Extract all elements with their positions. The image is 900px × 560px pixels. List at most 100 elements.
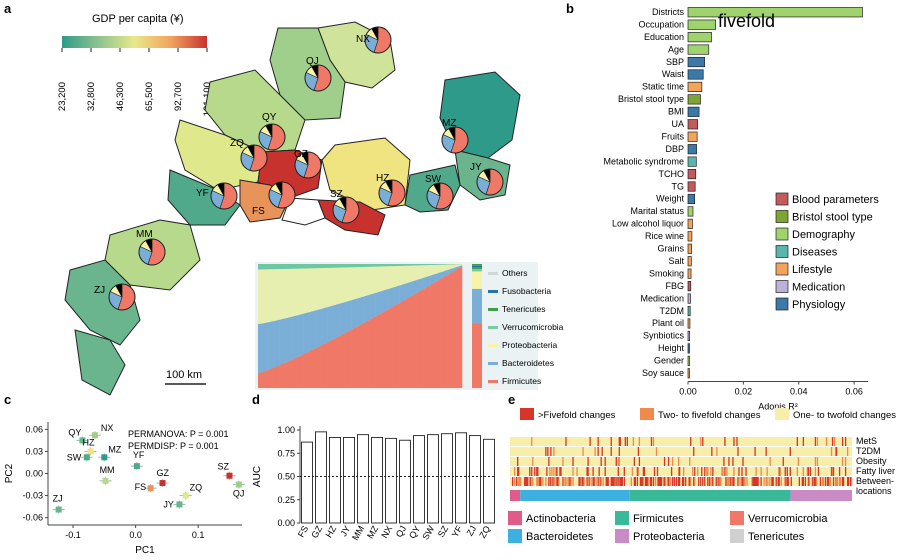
heatmap-cell xyxy=(670,467,673,476)
inset-bar-segment xyxy=(288,264,290,269)
inset-bar-segment xyxy=(262,371,265,388)
inset-bar-segment xyxy=(441,278,444,388)
heatmap-cell xyxy=(710,467,712,476)
inset-bar-segment xyxy=(364,295,367,323)
inset-bar-segment xyxy=(280,319,283,365)
inset-bar-segment xyxy=(349,264,351,268)
heatmap-cell xyxy=(669,477,672,486)
legend-swatch xyxy=(775,192,789,206)
heatmap-cell xyxy=(551,467,553,476)
point-label: ZQ xyxy=(190,483,203,493)
inset-bar-segment xyxy=(403,300,405,388)
inset-bar-segment xyxy=(398,264,400,266)
inset-bar-segment xyxy=(354,299,356,328)
inset-bar-segment xyxy=(451,268,453,273)
inset-bar-segment xyxy=(285,268,288,319)
inset-bar-segment xyxy=(272,264,274,270)
inset-bar-segment xyxy=(282,264,284,269)
heatmap-cell xyxy=(712,467,714,476)
inset-bar-segment xyxy=(418,279,421,292)
heatmap-cell xyxy=(578,477,580,486)
heatmap-cell xyxy=(849,477,852,486)
inset-bar-segment xyxy=(284,362,286,388)
heatmap-cell xyxy=(765,447,767,456)
inset-bar-segment xyxy=(310,264,313,269)
inset-bar-segment xyxy=(446,264,448,271)
inset-bar-segment xyxy=(296,357,298,388)
inset-bar-segment xyxy=(289,268,291,318)
heatmap-cell xyxy=(562,457,564,466)
point-label: ZJ xyxy=(53,494,63,504)
inset-bar-segment xyxy=(284,264,286,269)
phylum-legend-swatch xyxy=(508,511,522,525)
heatmap-cell xyxy=(582,477,584,486)
heatmap-cell xyxy=(604,467,606,476)
pie-outline xyxy=(258,123,286,151)
inset-bar-segment xyxy=(267,369,270,388)
heatmap-cell xyxy=(757,477,759,486)
inset-bar-segment xyxy=(316,347,319,388)
inset-bar-segment xyxy=(314,348,316,388)
inset-bar-segment xyxy=(387,288,390,310)
inset-stacked-composition xyxy=(258,264,482,388)
inset-bar-segment xyxy=(291,316,294,360)
heatmap-cell xyxy=(597,437,599,446)
inset-bar-segment xyxy=(360,264,362,268)
inset-bar-segment xyxy=(445,275,447,388)
inset-bar-segment xyxy=(284,318,286,363)
bar-category-label: NX xyxy=(379,524,394,540)
inset-bar-segment xyxy=(346,264,349,268)
inset-bar-segment xyxy=(333,267,336,306)
inset-bar-segment xyxy=(386,266,388,290)
inset-bar-segment xyxy=(336,337,338,388)
heatmap-cell xyxy=(700,437,702,446)
inset-bar-segment xyxy=(259,269,261,324)
inset-bar-segment xyxy=(388,264,391,267)
inset-bar-segment xyxy=(397,285,399,304)
y-tick-label: 0.75 xyxy=(277,448,295,458)
adonis-bar xyxy=(687,181,696,192)
inset-bar-segment xyxy=(258,373,260,388)
inset-bar-segment xyxy=(375,292,378,317)
inset-bar-segment xyxy=(430,265,433,276)
inset-bar-segment xyxy=(421,265,423,279)
y-axis-title: AUC xyxy=(252,466,263,487)
heatmap-cell xyxy=(807,477,810,486)
adonis-bar xyxy=(687,218,693,229)
inset-bar-segment xyxy=(286,317,289,362)
inset-bar-segment xyxy=(339,303,342,336)
heatmap-cell xyxy=(645,477,648,486)
inset-bar-segment xyxy=(272,269,274,322)
inset-bar-segment xyxy=(433,264,435,275)
heatmap-cell xyxy=(763,477,765,486)
inset-bar-segment xyxy=(320,308,322,346)
heatmap-cell xyxy=(841,477,844,486)
inset-bar-segment xyxy=(285,318,288,363)
inset-bar-segment xyxy=(292,359,295,388)
inset-bar-segment xyxy=(290,360,292,388)
inset-bar-segment xyxy=(446,264,448,265)
point-label: QY xyxy=(68,427,81,437)
inset-bar-segment xyxy=(294,264,296,269)
heatmap-cell xyxy=(690,477,692,486)
bar-category-label: Weight xyxy=(656,194,684,204)
bar-category-label: HZ xyxy=(324,524,339,540)
inset-bar-segment xyxy=(426,264,428,266)
inset-bar-segment xyxy=(396,266,398,287)
inset-bar-segment xyxy=(372,266,374,294)
inset-bar-segment xyxy=(384,290,386,312)
heatmap-cell xyxy=(572,457,574,466)
bar-category-label: SW xyxy=(420,524,436,542)
inset-bar-segment xyxy=(297,315,300,357)
phylum-legend-label: Proteobacteria xyxy=(633,531,705,543)
inset-bar-segment xyxy=(330,264,332,268)
inset-bar-segment xyxy=(373,317,375,388)
inset-bar-segment xyxy=(260,264,262,270)
inset-bar-segment xyxy=(314,264,316,269)
inset-bar-segment xyxy=(308,312,310,352)
heatmap-cell xyxy=(520,477,522,486)
inset-bar-segment xyxy=(319,346,321,388)
city-label: MZ xyxy=(442,118,456,129)
inset-bar-segment xyxy=(441,264,444,265)
inset-bar-segment xyxy=(440,278,442,388)
